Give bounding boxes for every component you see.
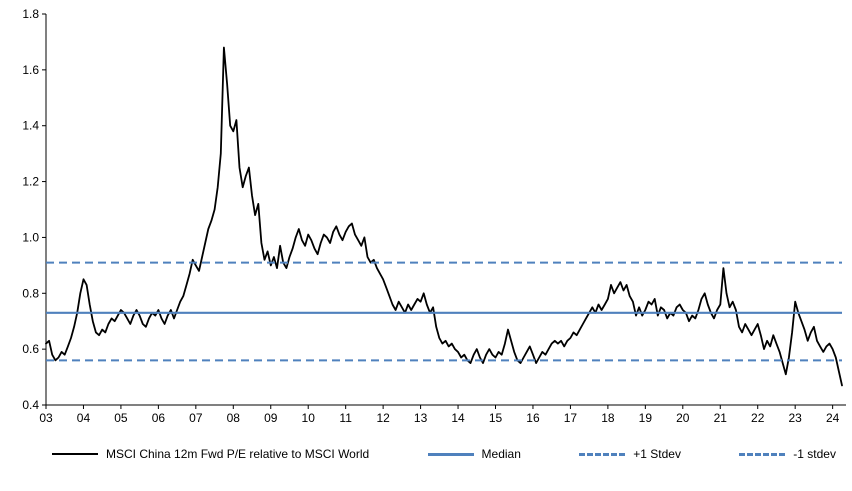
median-line-sample (427, 452, 474, 456)
legend-item-series: MSCI China 12m Fwd P/E relative to MSCI … (52, 447, 369, 461)
x-tick-label: 11 (339, 411, 352, 425)
legend-item-median: Median (427, 447, 521, 461)
legend-label-minus1-stdev: -1 stdev (793, 447, 836, 461)
y-tick-label: 0.6 (22, 342, 39, 356)
x-tick-label: 23 (788, 411, 802, 425)
legend-label-median: Median (481, 447, 521, 461)
x-tick-label: 03 (39, 411, 53, 425)
x-tick-label: 17 (564, 411, 578, 425)
x-tick-label: 04 (77, 411, 91, 425)
x-tick-label: 15 (489, 411, 503, 425)
x-tick-label: 13 (414, 411, 428, 425)
x-tick-label: 19 (639, 411, 653, 425)
x-tick-label: 05 (114, 411, 128, 425)
x-tick-label: 10 (302, 411, 316, 425)
minus1-stdev-line-sample (739, 452, 786, 456)
y-tick-label: 1.6 (22, 63, 39, 77)
chart-plot-area: 0.4 0.6 0.8 1.0 1.2 1.4 1.6 1.8 03 04 05 06 07 08 09 10… (22, 7, 846, 425)
y-tick-label: 0.4 (22, 398, 39, 412)
x-tick-label: 09 (264, 411, 278, 425)
y-tick-label: 1.2 (22, 175, 39, 189)
x-tick-label: 08 (227, 411, 241, 425)
x-tick-label: 14 (451, 411, 465, 425)
x-tick-label: 24 (826, 411, 840, 425)
x-tick-label: 18 (601, 411, 615, 425)
series-line-sample (52, 453, 98, 455)
chart-legend: MSCI China 12m Fwd P/E relative to MSCI … (0, 447, 852, 461)
y-tick-label: 1.0 (22, 230, 39, 244)
x-tick-label: 12 (376, 411, 390, 425)
y-tick-label: 1.4 (22, 119, 39, 133)
y-tick-label: 0.8 (22, 286, 39, 300)
x-tick-label: 20 (676, 411, 690, 425)
legend-item-plus1-stdev: +1 Stdev (579, 447, 681, 461)
x-tick-label: 06 (152, 411, 166, 425)
x-tick-label: 16 (526, 411, 540, 425)
x-tick-label: 07 (189, 411, 203, 425)
legend-label-series: MSCI China 12m Fwd P/E relative to MSCI … (106, 447, 370, 461)
series-line-msci-china-relative (45, 46, 843, 387)
legend-item-minus1-stdev: -1 stdev (739, 447, 836, 461)
plus1-stdev-line-sample (579, 452, 626, 456)
x-tick-label: 21 (714, 411, 728, 425)
y-tick-label: 1.8 (22, 7, 39, 21)
x-tick-label: 22 (751, 411, 765, 425)
legend-label-plus1-stdev: +1 Stdev (633, 447, 681, 461)
